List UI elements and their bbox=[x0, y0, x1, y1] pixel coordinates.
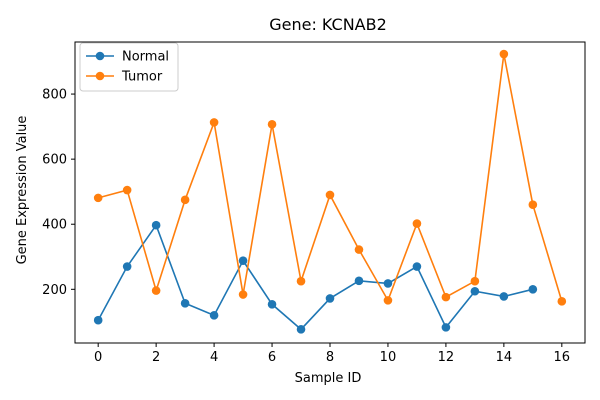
data-point-tumor bbox=[209, 118, 219, 127]
data-point-normal bbox=[267, 299, 277, 309]
data-point-normal bbox=[528, 285, 538, 294]
x-tick-label: 0 bbox=[94, 350, 102, 365]
legend-label-tumor: Tumor bbox=[121, 70, 163, 85]
data-point-normal bbox=[441, 323, 451, 332]
data-point-normal bbox=[296, 325, 306, 334]
x-tick-label: 2 bbox=[152, 350, 160, 365]
data-point-tumor bbox=[93, 193, 103, 203]
legend-marker-tumor bbox=[95, 71, 105, 81]
data-point-tumor bbox=[238, 290, 248, 299]
data-point-tumor bbox=[499, 49, 509, 59]
x-axis-label: Sample ID bbox=[295, 371, 362, 386]
x-tick-label: 16 bbox=[554, 350, 571, 365]
legend: Normal Tumor bbox=[79, 42, 179, 92]
data-point-normal bbox=[238, 256, 248, 265]
data-point-normal bbox=[209, 311, 219, 320]
data-point-normal bbox=[470, 286, 480, 296]
data-point-normal bbox=[412, 262, 422, 271]
legend-frame bbox=[79, 42, 179, 92]
x-tick-label: 10 bbox=[380, 350, 397, 365]
data-point-tumor bbox=[383, 296, 393, 305]
data-point-normal bbox=[122, 262, 132, 271]
y-tick-label: 200 bbox=[42, 283, 67, 298]
x-tick-label: 4 bbox=[210, 350, 218, 365]
y-axis-label: Gene Expression Value bbox=[15, 116, 30, 265]
data-point-normal bbox=[499, 292, 509, 301]
data-point-tumor bbox=[557, 297, 567, 306]
data-point-tumor bbox=[267, 120, 277, 129]
data-point-normal bbox=[151, 220, 161, 230]
data-point-tumor bbox=[354, 245, 364, 254]
data-point-tumor bbox=[441, 292, 451, 302]
data-point-tumor bbox=[412, 219, 422, 228]
x-tick-label: 8 bbox=[326, 350, 334, 365]
data-point-tumor bbox=[528, 200, 538, 210]
legend-marker-normal bbox=[95, 51, 105, 61]
y-tick-label: 600 bbox=[42, 153, 67, 168]
data-point-tumor bbox=[151, 286, 161, 295]
data-point-tumor bbox=[470, 276, 480, 286]
data-point-tumor bbox=[325, 190, 335, 200]
y-tick-label: 400 bbox=[42, 218, 67, 233]
series-line-normal bbox=[97, 223, 534, 331]
data-point-tumor bbox=[296, 276, 306, 286]
chart-title: Gene: KCNAB2 bbox=[269, 15, 387, 34]
data-point-tumor bbox=[180, 195, 190, 205]
y-tick-label: 800 bbox=[42, 88, 67, 103]
data-point-normal bbox=[180, 299, 190, 308]
data-point-tumor bbox=[122, 185, 132, 195]
x-tick-label: 14 bbox=[496, 350, 513, 365]
data-point-normal bbox=[325, 294, 335, 303]
data-point-normal bbox=[383, 279, 393, 288]
x-tick-label: 12 bbox=[438, 350, 455, 365]
legend-label-normal: Normal bbox=[122, 50, 169, 65]
plot-area: 0 2 4 6 8 10 12 14 16 200 400 600 800 bbox=[42, 41, 586, 365]
data-point-normal bbox=[354, 276, 364, 286]
x-tick-label: 6 bbox=[268, 350, 276, 365]
data-point-normal bbox=[93, 315, 103, 325]
